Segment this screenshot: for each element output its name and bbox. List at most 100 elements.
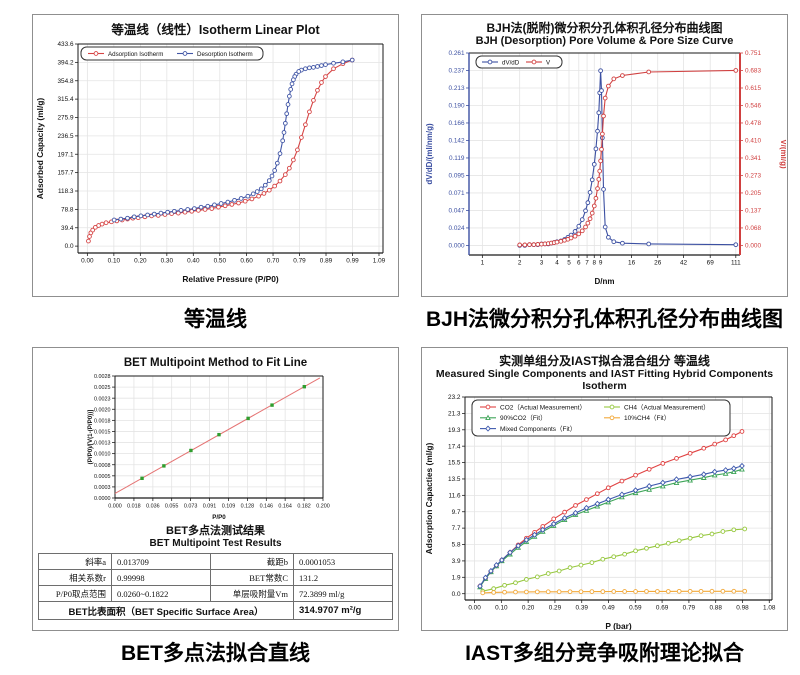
svg-text:0.00: 0.00: [81, 258, 94, 265]
svg-text:V/(ml/g): V/(ml/g): [779, 139, 786, 169]
svg-text:P/P0: P/P0: [212, 514, 226, 521]
svg-text:Adsorbed Capacity (ml/g): Adsorbed Capacity (ml/g): [35, 98, 45, 200]
caption-bet: BET多点法拟合直线: [121, 642, 310, 665]
table-cell: 0.013709: [111, 553, 211, 570]
svg-text:90%CO2（Fit）: 90%CO2（Fit）: [500, 414, 547, 422]
table-cell: 截距b: [210, 553, 294, 570]
table-cell: 131.2: [293, 569, 393, 586]
bjh-chart-title-zh: BJH法(脱附)微分积分孔体积孔径分布曲线图: [486, 21, 723, 35]
svg-text:Desorption Isotherm: Desorption Isotherm: [197, 51, 253, 58]
panel-bjh: BJH法(脱附)微分积分孔体积孔径分布曲线图 BJH (Desorption) …: [421, 14, 788, 297]
marker-square: [245, 416, 250, 421]
svg-text:0.39: 0.39: [575, 605, 588, 612]
bet-results-title-en: BET Multipoint Test Results: [149, 538, 282, 549]
iast-chart-title-en: Measured Single Components and IAST Fitt…: [435, 368, 774, 392]
iast-chart-title-zh: 实测单组分及IAST拟合混合组分 等温线: [499, 354, 710, 368]
svg-text:0.341: 0.341: [745, 155, 761, 162]
svg-text:Adsorption Capacties (ml/g): Adsorption Capacties (ml/g): [424, 442, 434, 554]
svg-text:0.79: 0.79: [683, 605, 696, 612]
svg-text:CO2（Actual Measurement）: CO2（Actual Measurement）: [500, 403, 586, 411]
isotherm-chart-title: 等温线（线性）Isotherm Linear Plot: [111, 23, 320, 37]
table-row: 相关系数r 0.99998 BET常数C 131.2: [38, 569, 393, 586]
svg-text:3: 3: [540, 260, 544, 267]
table-cell: 0.99998: [111, 569, 211, 586]
svg-text:0.261: 0.261: [449, 50, 465, 57]
svg-text:0.69: 0.69: [656, 605, 669, 612]
svg-text:1: 1: [481, 260, 485, 267]
svg-text:433.6: 433.6: [58, 41, 74, 48]
bet-results-table: 斜率a 0.013709 截距b 0.0001053 相关系数r 0.99998…: [38, 553, 393, 620]
svg-text:0.89: 0.89: [320, 258, 333, 265]
svg-text:0.88: 0.88: [709, 605, 722, 612]
svg-text:0.546: 0.546: [745, 103, 761, 110]
svg-text:7: 7: [585, 260, 589, 267]
svg-text:0.0003: 0.0003: [94, 485, 111, 491]
svg-text:197.1: 197.1: [58, 151, 74, 158]
svg-text:0.036: 0.036: [146, 504, 160, 510]
svg-text:0.683: 0.683: [745, 68, 761, 75]
series-10%CH4（Fit）: [480, 588, 748, 596]
svg-text:0.50: 0.50: [214, 258, 227, 265]
svg-text:0.0018: 0.0018: [94, 418, 111, 424]
svg-text:118.3: 118.3: [58, 188, 74, 195]
svg-text:17.4: 17.4: [448, 443, 461, 450]
svg-text:0.0: 0.0: [65, 243, 74, 250]
svg-text:4: 4: [555, 260, 559, 267]
svg-text:21.3: 21.3: [448, 410, 461, 417]
svg-text:0.128: 0.128: [240, 504, 254, 510]
svg-text:0.024: 0.024: [449, 225, 465, 232]
marker-square: [139, 476, 144, 481]
svg-text:7.7: 7.7: [452, 525, 461, 532]
svg-text:354.8: 354.8: [58, 78, 74, 85]
marker-square: [302, 385, 306, 389]
bjh-chart-svg: 1 2 3 4 5 6 7 8 9 16 26 42 69 111 0.000 0.024 0.047 0.071…: [425, 50, 786, 286]
series-Adsorption Isotherm: [86, 57, 355, 244]
svg-text:0.213: 0.213: [449, 85, 465, 92]
series-Desorption Isotherm: [111, 57, 355, 223]
svg-text:0.0028: 0.0028: [94, 374, 111, 380]
legend: CO2（Actual Measurement） CH4（Actual Measur…: [471, 399, 731, 437]
svg-text:dV/dD/(ml/nm/g): dV/dD/(ml/nm/g): [425, 123, 434, 185]
bet-chart-title: BET Multipoint Method to Fit Line: [123, 357, 308, 369]
svg-text:0.29: 0.29: [549, 605, 562, 612]
svg-text:0.0005: 0.0005: [94, 474, 111, 480]
svg-text:0.000: 0.000: [745, 243, 761, 250]
svg-text:0.146: 0.146: [259, 504, 273, 510]
svg-text:0.615: 0.615: [745, 85, 761, 92]
table-cell: 0.0260~0.1822: [111, 585, 211, 602]
table-cell: 单层吸附量Vm: [210, 585, 294, 602]
legend: Adsorption Isotherm Desorption Isotherm: [80, 46, 264, 61]
panel-bet: BET Multipoint Method to Fit Line 0.000 0…: [32, 347, 399, 631]
svg-text:0.137: 0.137: [745, 208, 761, 215]
svg-text:0.0025: 0.0025: [94, 385, 111, 391]
table-cell: 相关系数r: [38, 569, 112, 586]
svg-text:13.5: 13.5: [448, 476, 461, 483]
svg-text:0.0023: 0.0023: [94, 396, 111, 402]
svg-text:0.49: 0.49: [602, 605, 615, 612]
svg-text:0.200: 0.200: [316, 504, 330, 510]
svg-text:0.0020: 0.0020: [94, 407, 111, 413]
marker-square: [216, 432, 221, 437]
svg-text:16: 16: [628, 260, 636, 267]
svg-text:0.166: 0.166: [449, 120, 465, 127]
table-row: 斜率a 0.013709 截距b 0.0001053: [38, 553, 393, 570]
svg-text:236.5: 236.5: [58, 133, 74, 140]
svg-text:Mixed Components（Fit）: Mixed Components（Fit）: [500, 425, 576, 433]
legend: dV/dD V: [475, 55, 563, 69]
svg-text:CH4（Actual Measurement）: CH4（Actual Measurement）: [624, 403, 710, 411]
svg-text:26: 26: [654, 260, 662, 267]
svg-text:V: V: [546, 59, 551, 66]
series-Mixed Components（Fit）: [477, 462, 745, 590]
svg-text:0.79: 0.79: [293, 258, 306, 265]
caption-bjh: BJH法微分积分孔体积孔径分布曲线图: [425, 308, 783, 331]
table-footer-row: BET比表面积（BET Specific Surface Area） 314.9…: [38, 601, 393, 620]
svg-text:Relative Pressure (P/P0): Relative Pressure (P/P0): [182, 274, 279, 284]
svg-text:0.142: 0.142: [449, 138, 465, 145]
svg-text:P (bar): P (bar): [605, 621, 632, 631]
svg-text:0.751: 0.751: [745, 50, 761, 57]
svg-text:0.109: 0.109: [221, 504, 235, 510]
table-cell: BET常数C: [210, 569, 294, 586]
table-row: P/P0取点范围 0.0260~0.1822 单层吸附量Vm 72.3899 m…: [38, 585, 393, 602]
svg-text:0.068: 0.068: [745, 225, 761, 232]
svg-text:10%CH4（Fit）: 10%CH4（Fit）: [624, 414, 670, 422]
